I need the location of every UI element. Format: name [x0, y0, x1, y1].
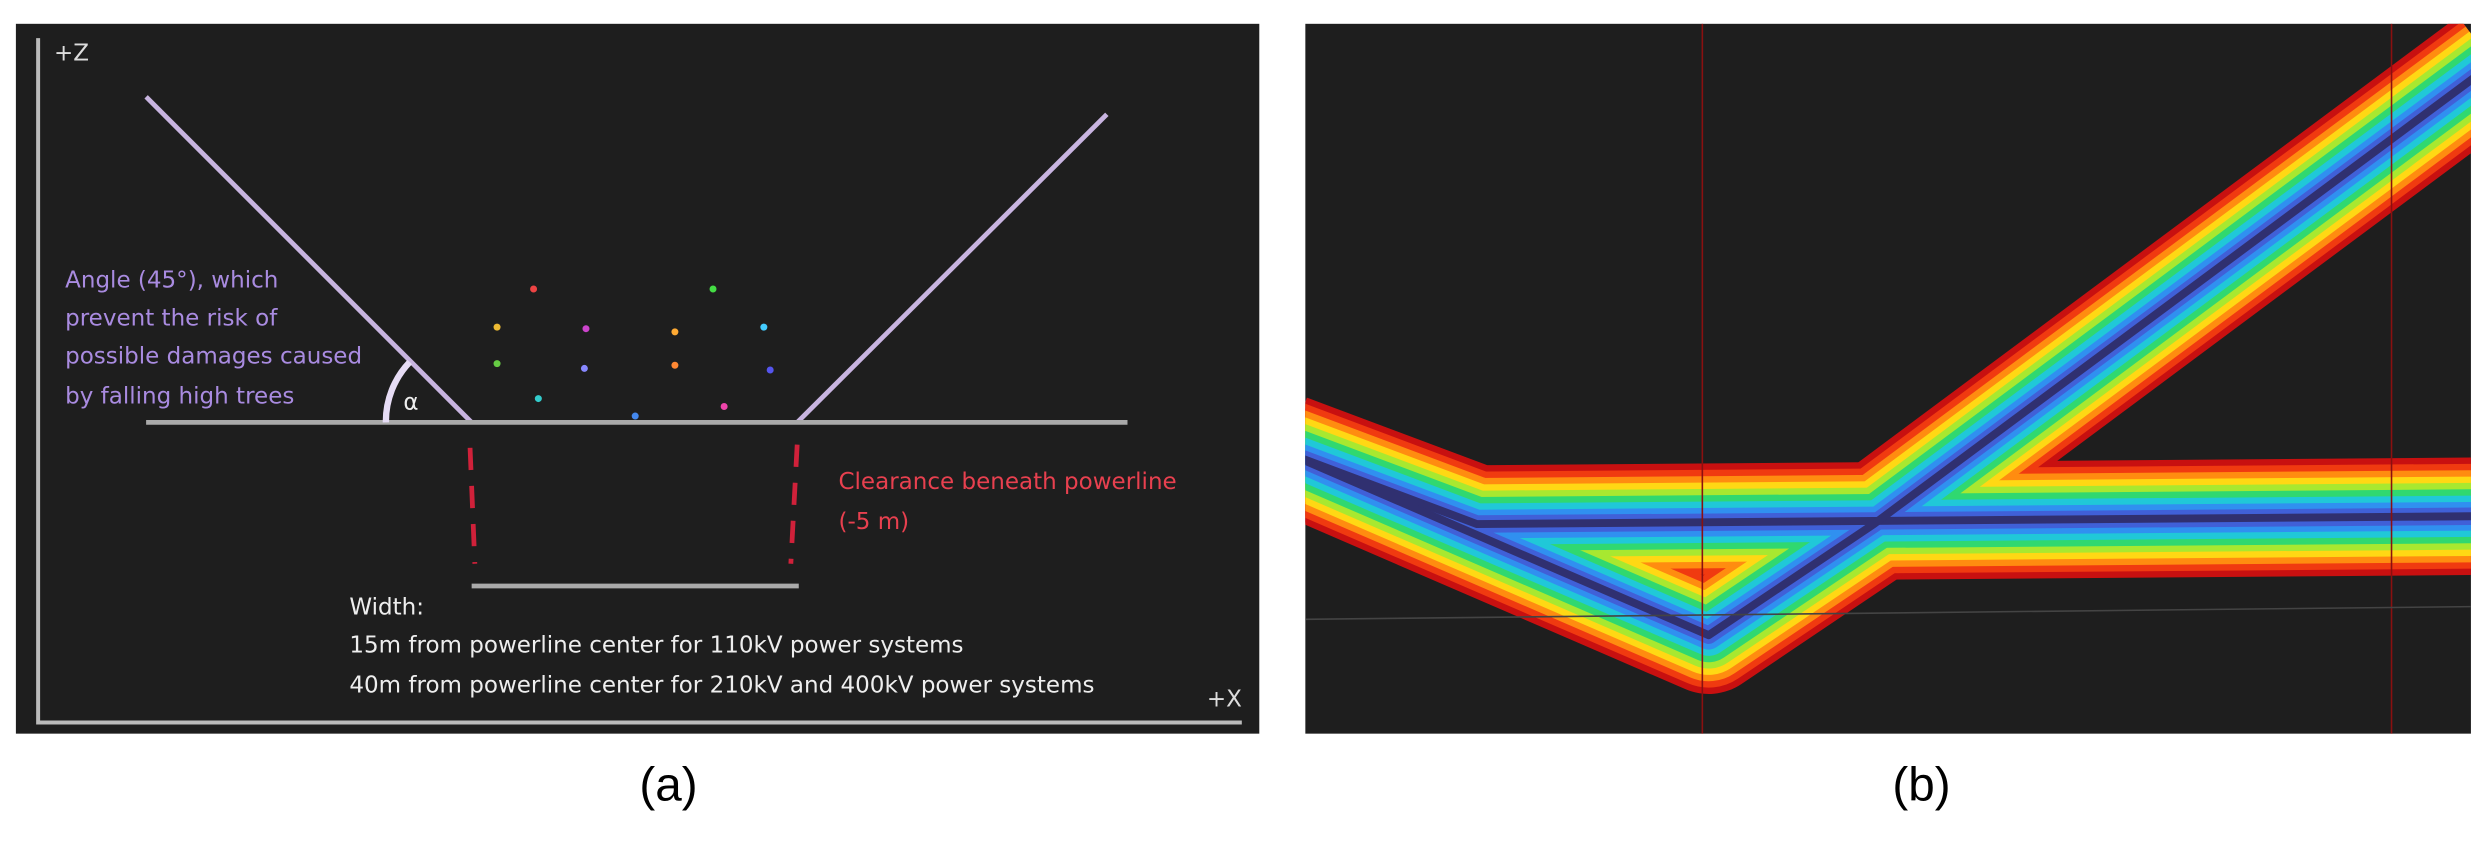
note-line: by falling high trees [65, 383, 294, 409]
caption: (b) [1892, 758, 1950, 811]
note-line: Angle (45°), which [65, 267, 278, 293]
caption: (a) [639, 758, 697, 811]
buffer-bands [1305, 23, 2471, 694]
note-line: prevent the risk of [65, 306, 278, 332]
panel-a: +Z +X Angle (45°), which prevent the ris… [15, 23, 1260, 734]
boundary-line [144, 95, 474, 425]
clearance-dash [788, 444, 800, 564]
clearance-dash [467, 447, 478, 564]
note-line: possible damages caused [65, 344, 362, 370]
axis-label: +Z [54, 40, 89, 66]
band-layer [1305, 75, 2471, 640]
angle-note: Angle (45°), which prevent the risk of p… [65, 267, 362, 409]
note-line: (-5 m) [838, 509, 909, 535]
note-line: 15m from powerline center for 110kV powe… [349, 633, 963, 659]
panel-background [1305, 23, 2471, 734]
axis-label: +X [1207, 687, 1242, 713]
boundary-line [795, 112, 1109, 425]
note-line: Width: [349, 595, 424, 621]
angle-arc [382, 359, 413, 423]
panel-background [15, 23, 1260, 734]
points [493, 285, 774, 420]
note-line: 40m from powerline center for 210kV and … [349, 672, 1094, 698]
axes [36, 38, 1242, 725]
note-line: Clearance beneath powerline [838, 469, 1176, 495]
reference-line [1305, 605, 2471, 621]
panel-b [1305, 23, 2471, 734]
angle-symbol: α [403, 390, 418, 416]
